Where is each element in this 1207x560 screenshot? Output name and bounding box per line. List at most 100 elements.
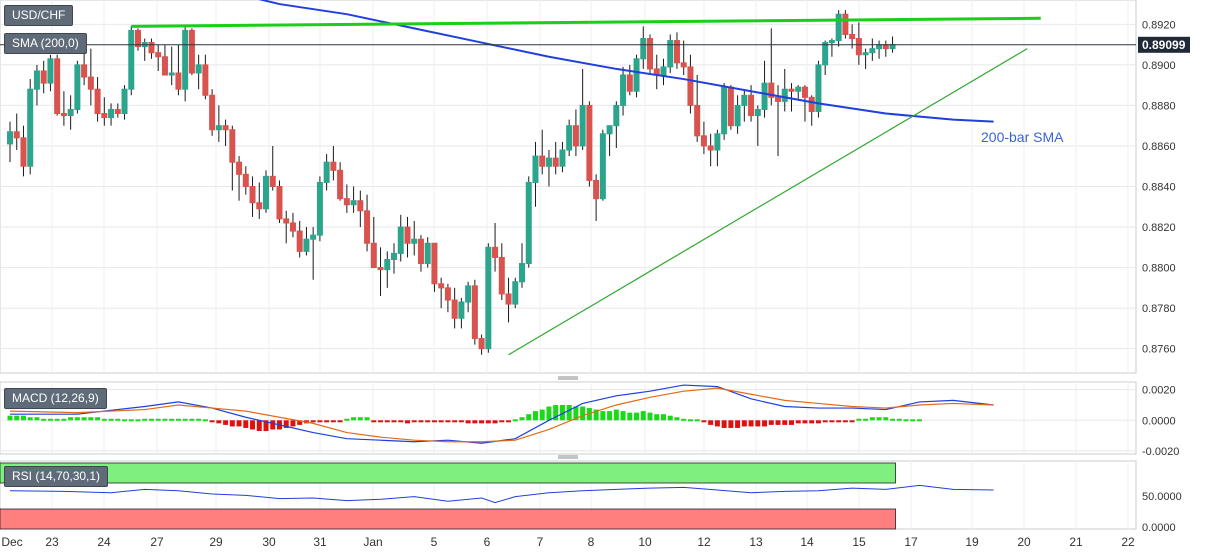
macd-histogram-bar: [324, 420, 330, 423]
candle: [835, 10, 842, 47]
candle: [20, 125, 27, 177]
candle-body: [519, 263, 526, 283]
candle-body: [256, 202, 263, 210]
macd-tick-label: 0.0020: [1142, 385, 1176, 397]
candle: [330, 145, 337, 181]
candle: [81, 48, 88, 86]
panel-splitter-1[interactable]: [558, 376, 578, 380]
candle: [700, 121, 707, 155]
candle: [337, 162, 344, 201]
macd-histogram-bar: [620, 411, 626, 421]
candle: [559, 141, 566, 173]
macd-tick-label: 0.0000: [1142, 415, 1176, 427]
candle: [579, 68, 586, 151]
date-tick-label: 22: [1121, 535, 1135, 549]
candle: [828, 38, 835, 57]
macd-histogram-bar: [903, 419, 909, 422]
candle-body: [128, 29, 135, 90]
candle-body: [13, 131, 20, 139]
rsi-overbought-band: [0, 462, 896, 484]
macd-histogram-bar: [802, 420, 808, 424]
candle: [741, 89, 748, 122]
macd-histogram-bar: [445, 420, 451, 423]
sma-indicator-label[interactable]: SMA (200,0): [4, 33, 87, 54]
candle-body: [417, 238, 424, 265]
candle: [721, 83, 728, 140]
macd-histogram-bar: [660, 414, 666, 421]
candle: [404, 216, 411, 258]
macd-histogram-bar: [714, 420, 720, 427]
macd-histogram-bar: [532, 411, 538, 421]
macd-indicator-label[interactable]: MACD (12,26,9): [4, 388, 107, 409]
macd-histogram-bar: [34, 417, 40, 421]
date-tick-label: 17: [904, 535, 918, 549]
macd-histogram-bar: [512, 419, 518, 422]
macd-histogram-bar: [627, 412, 633, 421]
price-tick-label: 0.8880: [1142, 100, 1176, 112]
candle-body: [87, 76, 94, 90]
candle: [87, 48, 94, 106]
candle: [397, 214, 404, 262]
candle-body: [337, 169, 344, 200]
candle: [296, 220, 303, 258]
candle: [215, 105, 222, 142]
macd-histogram-bar: [398, 420, 404, 423]
panel-splitter-2[interactable]: [558, 455, 578, 459]
symbol-label[interactable]: USD/CHF: [4, 5, 74, 26]
macd-histogram-bar: [243, 420, 249, 428]
macd-histogram-bar: [856, 418, 862, 421]
macd-histogram-bar: [916, 419, 922, 422]
candle-body: [694, 104, 701, 137]
date-tick-label: 27: [150, 535, 164, 549]
rsi-indicator-label[interactable]: RSI (14,70,30,1): [4, 466, 109, 487]
macd-histogram-bar: [472, 420, 478, 424]
candle: [323, 154, 330, 191]
candle-body: [330, 161, 337, 171]
candle: [249, 176, 256, 217]
candle-body: [377, 267, 384, 271]
candle-body: [498, 256, 505, 295]
candle: [188, 28, 195, 76]
candle: [572, 109, 579, 157]
candle-body: [667, 40, 674, 68]
candle-body: [492, 246, 499, 258]
macd-histogram-bar: [425, 420, 431, 423]
date-tick-label: 21: [1069, 535, 1083, 549]
candle: [822, 40, 829, 76]
macd-histogram-bar: [795, 420, 801, 424]
candle: [795, 85, 802, 100]
candle-body: [458, 301, 465, 319]
candle-body: [114, 108, 121, 115]
candle: [545, 150, 552, 187]
candle-body: [687, 66, 694, 106]
candle: [451, 287, 458, 329]
candle: [525, 176, 532, 268]
macd-histogram-bar: [438, 420, 444, 423]
candle: [364, 194, 371, 252]
candle-body: [579, 104, 586, 147]
macd-histogram-bar: [647, 412, 653, 421]
macd-histogram-bar: [330, 420, 336, 423]
candle-body: [707, 145, 714, 151]
macd-histogram-bar: [883, 417, 889, 421]
macd-histogram-bar: [721, 420, 727, 428]
candle: [269, 145, 276, 191]
rsi-panel: [0, 462, 994, 530]
candle: [673, 32, 680, 69]
macd-histogram-bar: [762, 420, 768, 427]
date-tick-label: Dec: [1, 535, 22, 549]
candle-body: [754, 108, 761, 117]
candle: [862, 48, 869, 69]
candle-body: [700, 135, 707, 147]
macd-histogram-bar: [559, 404, 565, 421]
macd-histogram-bar: [297, 420, 303, 425]
macd-histogram-bar: [842, 420, 848, 423]
macd-histogram-bar: [829, 420, 835, 423]
candle-body: [572, 125, 579, 147]
overlays: [0, 0, 1136, 356]
candle-body: [647, 38, 654, 70]
date-tick-label: 19: [965, 535, 979, 549]
candle-body: [411, 238, 418, 244]
